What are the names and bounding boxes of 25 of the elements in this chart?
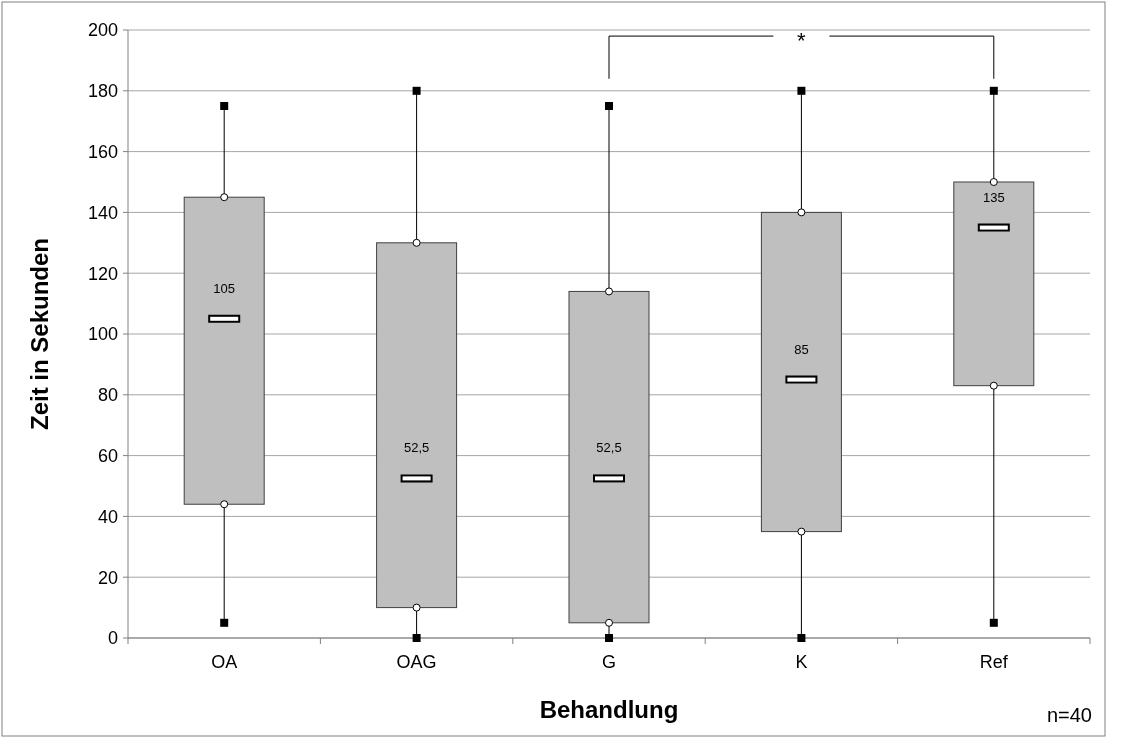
annotation: 85 bbox=[794, 341, 809, 357]
y-tick-label: 100 bbox=[87, 324, 118, 345]
annotation: 52,5 bbox=[596, 440, 622, 456]
y-tick-label: 120 bbox=[87, 263, 118, 284]
x-tick-label: K bbox=[795, 652, 808, 672]
annotation: 52,5 bbox=[403, 440, 430, 456]
y-tick-label: 0 bbox=[107, 628, 118, 649]
text: n=40 bbox=[1046, 704, 1092, 726]
y-tick-label: 60 bbox=[97, 445, 118, 466]
y-tick-label: 180 bbox=[87, 81, 118, 102]
y-tick-label: 40 bbox=[97, 506, 118, 527]
annotation: 135 bbox=[982, 189, 1005, 205]
x-tick-label: OAG bbox=[396, 652, 437, 672]
x-tick-label: OA bbox=[211, 652, 238, 672]
y-tick-label: 200 bbox=[87, 20, 118, 41]
x-tick-label: Ref bbox=[979, 652, 1009, 672]
y-tick-label: 20 bbox=[97, 567, 118, 588]
y-axis-title: Zeit in Sekunden bbox=[26, 237, 53, 431]
annotation: 105 bbox=[213, 280, 236, 296]
y-tick-label: 80 bbox=[97, 385, 118, 406]
y-tick-label: 160 bbox=[87, 141, 118, 162]
y-tick-label: 140 bbox=[87, 202, 118, 223]
annotation: * bbox=[797, 28, 807, 54]
x-tick-label: G bbox=[601, 652, 617, 672]
x-axis-title: Behandlung bbox=[539, 696, 679, 723]
